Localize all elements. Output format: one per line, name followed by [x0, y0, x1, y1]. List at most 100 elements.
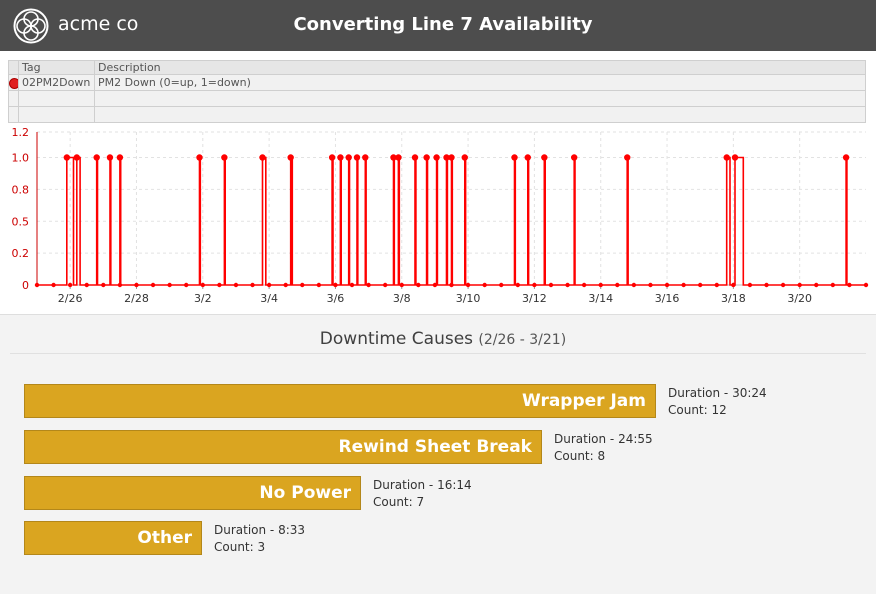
downtime-title-text: Downtime Causes — [319, 329, 474, 349]
data-point — [34, 282, 40, 288]
description-cell: PM2 Down (0=up, 1=down) — [94, 74, 866, 91]
duration-text: Duration - 30:24 — [668, 386, 767, 400]
data-point — [116, 154, 124, 161]
downtime-causes-panel: Downtime Causes (2/26 - 3/21) Wrapper Ja… — [0, 314, 876, 594]
y-tick-label: 0.2 — [12, 247, 30, 260]
x-tick-label: 3/20 — [787, 292, 812, 305]
table-row[interactable]: 02PM2Down PM2 Down (0=up, 1=down) — [8, 74, 866, 91]
marker-column-header — [8, 60, 19, 75]
downtime-bar-1[interactable]: Rewind Sheet Break — [24, 430, 542, 464]
downtime-bar-0[interactable]: Wrapper Jam — [24, 384, 656, 418]
column-header-tag[interactable]: Tag — [18, 60, 95, 75]
data-point — [337, 154, 344, 161]
data-point — [443, 154, 450, 161]
data-point — [63, 154, 71, 161]
data-point — [541, 154, 548, 161]
x-tick-label: 3/10 — [456, 292, 481, 305]
data-point — [814, 282, 819, 288]
data-point — [780, 282, 786, 288]
data-point — [101, 282, 106, 288]
data-point — [333, 282, 338, 288]
data-point — [217, 282, 222, 288]
data-point — [532, 282, 537, 288]
y-tick-label: 1.0 — [12, 152, 30, 165]
x-tick-label: 2/26 — [58, 292, 83, 305]
data-point — [353, 154, 361, 161]
downtime-title: Downtime Causes (2/26 - 3/21) — [0, 329, 876, 349]
data-point — [259, 154, 266, 161]
data-point — [167, 282, 172, 288]
downtime-stats: Duration - 16:14 Count: 7 — [373, 477, 472, 511]
empty-cell — [8, 106, 19, 123]
data-point — [797, 282, 802, 288]
app-header: acme co Converting Line 7 Availability — [0, 0, 876, 51]
data-point — [84, 282, 89, 288]
data-point — [328, 154, 336, 161]
x-tick-label: 3/2 — [194, 292, 212, 305]
brand-name: acme co — [58, 13, 139, 35]
data-point — [524, 154, 531, 161]
data-point — [511, 154, 518, 161]
series-marker-cell — [8, 74, 19, 91]
acme-logo-icon[interactable] — [13, 8, 49, 44]
data-point — [390, 154, 397, 161]
count-text: Count: 12 — [668, 403, 727, 417]
table-row — [8, 90, 866, 107]
data-point — [250, 282, 255, 288]
x-tick-label: 3/8 — [393, 292, 411, 305]
data-point — [117, 282, 123, 288]
duration-text: Duration - 8:33 — [214, 523, 306, 537]
data-point — [316, 282, 322, 288]
data-point — [499, 282, 504, 288]
data-point — [461, 154, 468, 161]
count-text: Count: 3 — [214, 540, 266, 554]
data-point — [847, 282, 852, 288]
column-header-description[interactable]: Description — [94, 60, 866, 75]
data-point — [615, 282, 620, 288]
data-point — [681, 282, 686, 288]
data-point — [416, 282, 421, 288]
data-point — [482, 282, 487, 288]
data-point — [51, 282, 56, 288]
data-point — [698, 282, 703, 288]
data-point — [134, 282, 139, 288]
availability-trend-chart[interactable]: 0 0.2 0.5 0.8 1.0 1.2 2/26 2/28 3/2 3/4 3/6 3/8 3/10… — [0, 124, 876, 314]
empty-cell — [18, 90, 95, 107]
data-point — [863, 282, 869, 288]
data-point — [714, 282, 719, 288]
data-point — [283, 282, 288, 288]
downtime-stats: Duration - 8:33 Count: 3 — [214, 522, 305, 556]
count-text: Count: 7 — [373, 495, 425, 509]
data-point — [67, 282, 73, 288]
data-point — [106, 154, 114, 161]
x-tick-label: 3/16 — [655, 292, 680, 305]
downtime-bar-2[interactable]: No Power — [24, 476, 361, 510]
table-header-row: Tag Description — [8, 60, 866, 75]
downtime-stats: Duration - 30:24 Count: 12 — [668, 385, 767, 419]
data-point — [287, 154, 294, 161]
data-point — [565, 282, 570, 288]
empty-cell — [18, 106, 95, 123]
data-point — [631, 282, 637, 288]
downtime-stats: Duration - 24:55 Count: 8 — [554, 431, 653, 465]
downtime-bar-3[interactable]: Other — [24, 521, 202, 555]
data-point — [221, 154, 228, 161]
data-point — [73, 154, 80, 161]
data-point — [648, 282, 653, 288]
x-tick-label: 3/12 — [522, 292, 547, 305]
data-point — [150, 282, 156, 288]
data-point — [842, 154, 850, 161]
data-point — [366, 282, 371, 288]
x-tick-label: 3/18 — [721, 292, 746, 305]
data-point — [624, 154, 631, 161]
data-point — [598, 282, 603, 288]
data-point — [764, 282, 769, 288]
y-tick-label: 0.5 — [12, 215, 30, 228]
data-point — [747, 282, 753, 288]
data-point — [423, 154, 430, 161]
divider — [10, 353, 866, 354]
data-point — [581, 282, 587, 288]
data-point — [830, 282, 836, 288]
data-point — [548, 282, 554, 288]
data-point — [731, 154, 739, 161]
